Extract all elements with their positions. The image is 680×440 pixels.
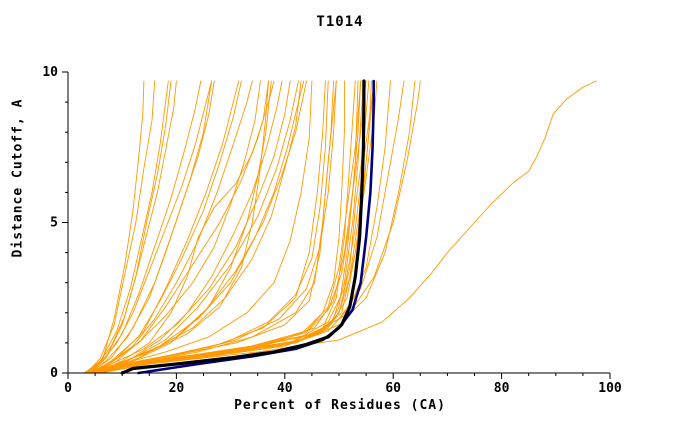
prediction-24-series	[83, 80, 169, 374]
chart-title: T1014	[316, 14, 364, 30]
prediction-45-series	[94, 80, 313, 374]
prediction-44-series	[83, 80, 177, 374]
prediction-43-series	[91, 80, 337, 374]
prediction-19-series	[89, 80, 242, 374]
x-tick-label: 40	[277, 381, 293, 396]
x-tick-label: 20	[169, 381, 185, 396]
y-tick-label: 10	[42, 65, 58, 80]
prediction-38-series	[94, 80, 275, 374]
x-tick-label: 80	[494, 381, 510, 396]
prediction-30-series	[89, 80, 269, 374]
y-tick-label: 0	[50, 366, 58, 381]
prediction-28-series	[94, 80, 269, 374]
x-tick-label: 100	[598, 381, 622, 396]
prediction-14-series	[89, 80, 302, 374]
prediction-42-series	[89, 80, 329, 374]
black-highlight-curve-series	[120, 79, 366, 375]
x-tick-label: 60	[385, 381, 401, 396]
prediction-13-series	[89, 80, 326, 374]
x-tick-label: 0	[64, 381, 72, 396]
prediction-37-series	[89, 80, 253, 374]
prediction-26-series	[86, 80, 156, 374]
prediction-18-series	[94, 80, 299, 374]
prediction-23-series	[89, 80, 213, 374]
prediction-31-series	[94, 80, 391, 374]
prediction-27-series	[89, 80, 145, 374]
prediction-40-series	[89, 80, 261, 374]
prediction-12-series	[94, 80, 337, 374]
y-tick-label: 5	[50, 216, 58, 231]
x-axis-label: Percent of Residues (CA)	[234, 398, 446, 413]
prediction-17-series	[100, 80, 307, 374]
outlier-prediction-series	[100, 80, 597, 374]
prediction-36-series	[91, 80, 359, 374]
prediction-20-series	[94, 80, 240, 374]
prediction-16-series	[89, 80, 291, 374]
prediction-39-series	[86, 80, 213, 374]
prediction-41-series	[97, 80, 283, 374]
